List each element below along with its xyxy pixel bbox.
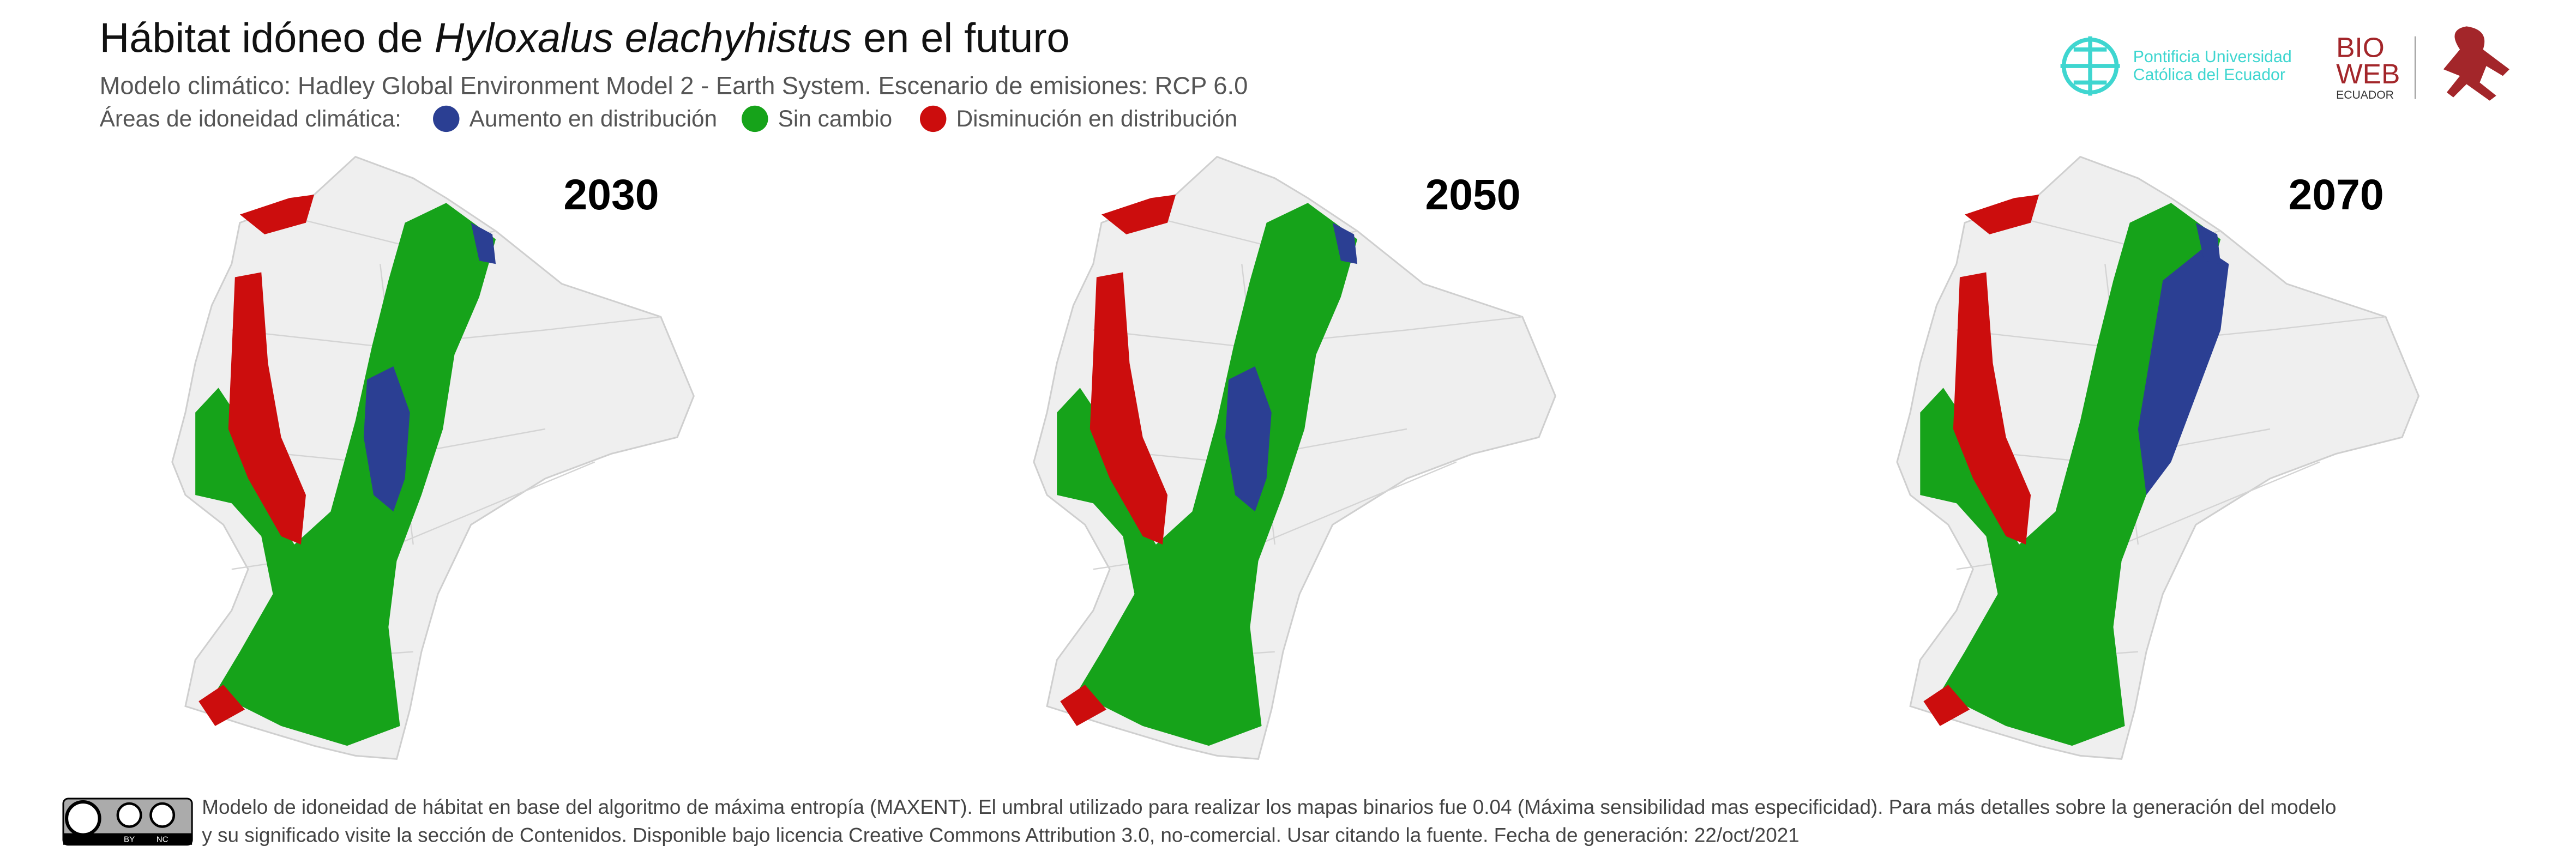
map-year: 2070 <box>2289 171 2384 219</box>
by-icon <box>116 802 142 828</box>
habitat-decrease <box>198 685 245 726</box>
map-panel: 2030 <box>171 155 695 760</box>
habitat-increase <box>1225 366 1272 512</box>
habitat-decrease <box>1953 272 2031 545</box>
cc-band <box>63 833 192 845</box>
logo-text: BIO <box>2336 31 2385 63</box>
logo-text: Pontificia Universidad <box>2133 48 2292 66</box>
legend-swatch <box>433 105 460 132</box>
habitat-increase <box>363 366 410 512</box>
habitat-unchanged <box>195 203 496 746</box>
cc-label: BY <box>124 835 135 844</box>
nc-icon <box>149 802 176 828</box>
cc-label: NC <box>157 835 168 844</box>
legend-label: Áreas de idoneidad climática: <box>100 106 401 131</box>
frog-icon <box>2443 26 2509 101</box>
subtitle: Modelo climático: Hadley Global Environm… <box>100 71 1248 99</box>
map-panel: 2070 <box>1896 155 2420 760</box>
map-year: 2050 <box>1425 171 1520 219</box>
legend-swatch <box>919 105 947 132</box>
habitat-decrease <box>228 272 306 545</box>
habitat-decrease <box>1965 195 2039 234</box>
habitat-decrease <box>239 195 315 234</box>
habitat-increase <box>471 222 496 264</box>
maps: 2030 2050 2070 <box>171 155 2420 760</box>
habitat-decrease <box>1923 685 1970 726</box>
cc-icon <box>65 800 101 837</box>
legend-text: Aumento en distribución <box>470 106 717 131</box>
logo-cross <box>2060 36 2120 96</box>
puce-logo: Pontificia Universidad Católica del Ecua… <box>2060 36 2292 96</box>
habitat-unchanged <box>1057 203 1358 746</box>
legend-text: Sin cambio <box>778 106 893 131</box>
legend: Aumento en distribución Sin cambio Disminu… <box>433 105 1238 132</box>
footer-text: Modelo de idoneidad de hábitat en base d… <box>202 796 2336 818</box>
footer-text: y su significado visite la sección de Co… <box>202 824 1799 846</box>
map-panel: 2050 <box>1033 155 1556 760</box>
title: Hábitat idóneo de Hyloxalus elachyhistus… <box>100 15 1070 62</box>
map-year: 2030 <box>563 171 659 219</box>
title-start: Hábitat idóneo de <box>100 15 435 62</box>
habitat-increase <box>2195 222 2221 264</box>
habitat-increase <box>2138 247 2229 496</box>
title-end: en el futuro <box>852 15 1070 62</box>
habitat-decrease <box>1060 685 1107 726</box>
logo-text: Católica del Ecuador <box>2133 66 2285 84</box>
logo-text: WEB <box>2336 58 2400 89</box>
cc-badge: BY NC <box>62 797 193 846</box>
habitat-decrease <box>1101 195 1176 234</box>
logo-text: ECUADOR <box>2336 89 2394 101</box>
title-species: Hyloxalus elachyhistus <box>435 15 852 62</box>
legend-text: Disminución en distribución <box>956 106 1238 131</box>
habitat-decrease <box>1090 272 1168 545</box>
bioweb-logo: BIO WEB ECUADOR <box>2336 26 2509 101</box>
habitat-increase <box>1332 222 1358 264</box>
habitat-unchanged <box>1920 203 2221 746</box>
legend-swatch <box>742 105 768 132</box>
